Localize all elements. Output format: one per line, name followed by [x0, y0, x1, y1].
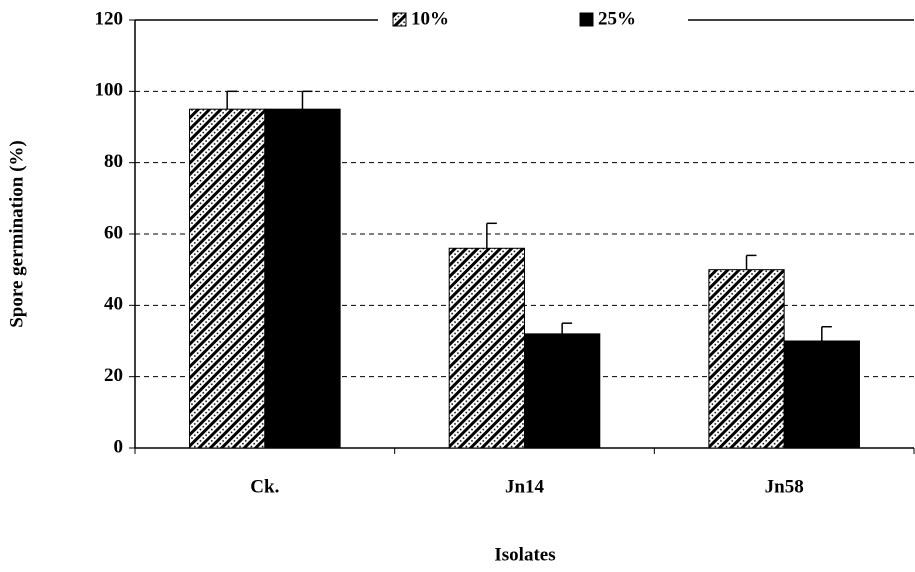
y-tick-label: 100	[95, 80, 124, 101]
bar	[448, 247, 525, 449]
y-tick-label: 40	[104, 294, 123, 315]
y-tick-label: 0	[114, 436, 124, 457]
bar	[524, 333, 601, 449]
legend-label: 25%	[598, 8, 636, 29]
y-tick-label: 80	[104, 151, 123, 172]
y-axis-label: Spore germination (%)	[6, 140, 27, 328]
legend-background	[378, 8, 688, 32]
legend-label: 10%	[411, 8, 449, 29]
bar	[264, 108, 341, 449]
legend-swatch	[392, 12, 407, 27]
x-axis-label: Isolates	[494, 544, 555, 565]
x-tick-label: Jn58	[765, 476, 804, 497]
x-tick-label: Jn14	[505, 476, 545, 497]
y-tick-label: 60	[104, 222, 123, 243]
y-tick-label: 120	[95, 8, 124, 29]
bar	[708, 269, 785, 449]
bar	[189, 108, 266, 449]
legend-swatch	[579, 12, 594, 27]
y-tick-label: 20	[104, 365, 123, 386]
x-tick-label: Ck.	[250, 476, 279, 497]
bar	[783, 340, 860, 449]
